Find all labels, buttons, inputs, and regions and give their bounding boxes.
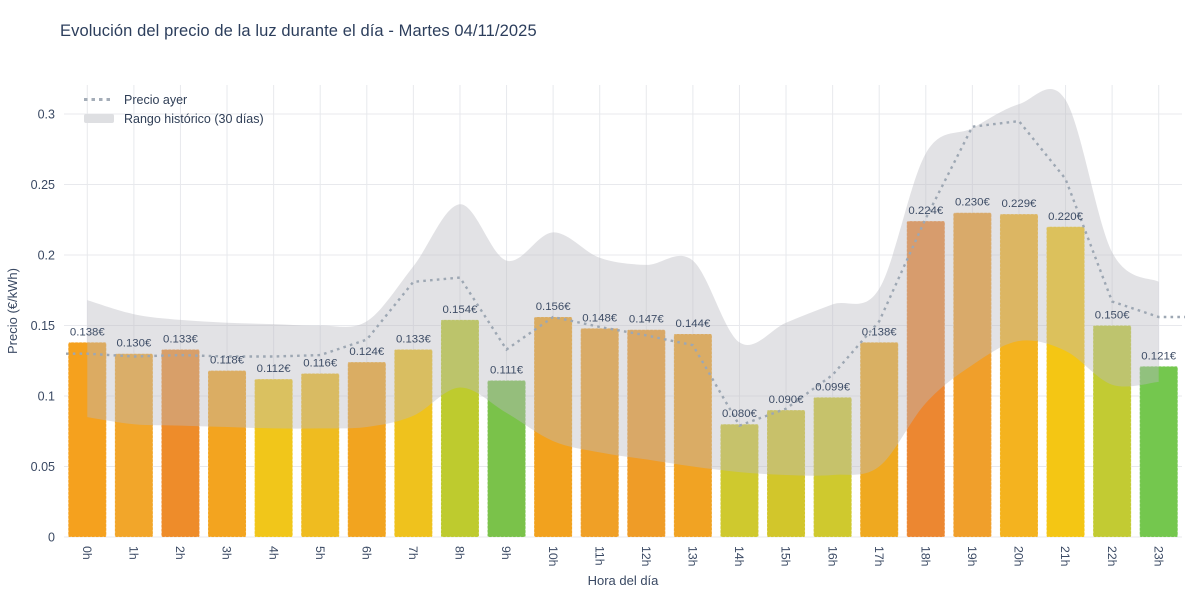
x-tick-label-18h: 18h [918, 546, 932, 567]
x-tick-label-4h: 4h [266, 546, 280, 560]
bar-value-label-20h: 0.229€ [1002, 198, 1038, 210]
bar-value-label-23h: 0.121€ [1141, 350, 1177, 362]
bar-value-label-17h: 0.138€ [862, 326, 898, 338]
bar-value-label-11h: 0.148€ [582, 312, 618, 324]
x-tick-label-23h: 23h [1151, 546, 1165, 567]
y-axis-title: Precio (€/kWh) [5, 268, 20, 354]
bar-value-label-5h: 0.116€ [303, 357, 338, 369]
bar-value-label-10h: 0.156€ [536, 301, 572, 313]
x-tick-label-22h: 22h [1105, 546, 1119, 567]
bar-3h[interactable] [207, 370, 247, 538]
x-tick-label-8h: 8h [453, 546, 467, 560]
bar-value-label-2h: 0.133€ [163, 333, 199, 345]
bar-5h[interactable] [300, 372, 340, 538]
bar-23h[interactable] [1139, 365, 1179, 538]
bar-17h[interactable] [859, 341, 899, 538]
bar-value-label-12h: 0.147€ [629, 314, 665, 326]
x-tick-label-9h: 9h [499, 546, 513, 560]
legend-label-precio-ayer: Precio ayer [124, 92, 188, 107]
legend-item-rango-historico[interactable]: Rango histórico (30 días) [84, 109, 264, 128]
bar-value-label-0h: 0.138€ [70, 326, 106, 338]
bar-16h[interactable] [813, 396, 853, 538]
bar-value-label-21h: 0.220€ [1048, 211, 1084, 223]
bar-value-label-14h: 0.080€ [722, 408, 758, 420]
historical-range-band [87, 88, 1159, 476]
legend-label-rango-historico: Rango histórico (30 días) [124, 111, 264, 126]
bar-value-label-15h: 0.090€ [769, 394, 805, 406]
y-tick-label-0.15: 0.15 [31, 319, 55, 333]
band-swatch-icon [84, 114, 114, 123]
x-tick-label-14h: 14h [732, 546, 746, 567]
y-tick-label-0.1: 0.1 [38, 389, 55, 403]
bar-value-labels: 0.138€ 0.130€ 0.133€ 0.118€ 0.112€ 0.116€ 0.12… [70, 197, 1177, 421]
bar-value-label-22h: 0.150€ [1095, 310, 1131, 322]
y-tick-label-0.25: 0.25 [31, 178, 55, 192]
y-tick-label-0.2: 0.2 [38, 248, 55, 262]
bar-11h[interactable] [580, 327, 620, 538]
y-axis-tick-labels: 0 0.05 0.1 0.15 0.2 0.25 0.3 [31, 107, 55, 544]
x-axis-title: Hora del día [588, 573, 660, 588]
x-tick-label-12h: 12h [639, 546, 653, 567]
bar-value-label-9h: 0.111€ [490, 364, 524, 376]
legend-item-precio-ayer[interactable]: Precio ayer [84, 90, 264, 109]
chart-title: Evolución del precio de la luz durante e… [60, 22, 537, 40]
x-tick-label-17h: 17h [872, 546, 886, 567]
x-tick-label-21h: 21h [1058, 546, 1072, 567]
legend: Precio ayer Rango histórico (30 días) [84, 90, 264, 128]
bar-20h[interactable] [999, 213, 1039, 538]
y-tick-label-0.05: 0.05 [31, 460, 55, 474]
x-tick-label-6h: 6h [359, 546, 373, 560]
x-tick-label-13h: 13h [686, 546, 700, 567]
bar-12h[interactable] [626, 329, 666, 538]
bar-value-label-8h: 0.154€ [443, 304, 479, 316]
bar-8h[interactable] [440, 319, 480, 538]
y-tick-label-0.3: 0.3 [38, 107, 55, 121]
bar-18h[interactable] [906, 220, 946, 538]
bar-14h[interactable] [719, 423, 759, 538]
x-tick-label-15h: 15h [779, 546, 793, 567]
y-tick-label-0: 0 [48, 530, 55, 544]
bar-15h[interactable] [766, 409, 806, 538]
bar-21h[interactable] [1046, 226, 1086, 538]
bar-1h[interactable] [114, 353, 154, 538]
x-tick-label-5h: 5h [313, 546, 327, 560]
bar-6h[interactable] [347, 361, 387, 538]
x-tick-label-7h: 7h [406, 546, 420, 560]
bar-value-label-16h: 0.099€ [815, 381, 851, 393]
bar-0h[interactable] [67, 341, 107, 538]
bar-7h[interactable] [393, 348, 433, 538]
bar-value-label-4h: 0.112€ [257, 363, 292, 375]
bar-value-label-3h: 0.118€ [210, 355, 245, 367]
x-tick-label-20h: 20h [1012, 546, 1026, 567]
bar-value-label-19h: 0.230€ [955, 197, 991, 209]
bars [67, 212, 1179, 538]
bar-19h[interactable] [952, 212, 992, 538]
x-axis-tick-labels: 0h 1h 2h 3h 4h 5h 6h 7h 8h 9h 10h 11h 12h 13h 14h 15h 16… [80, 546, 1165, 567]
x-tick-label-1h: 1h [127, 546, 141, 560]
bar-13h[interactable] [673, 333, 713, 538]
x-tick-label-2h: 2h [173, 546, 187, 560]
x-tick-label-10h: 10h [546, 546, 560, 567]
bar-4h[interactable] [254, 378, 294, 538]
bar-value-label-1h: 0.130€ [116, 338, 152, 350]
x-tick-label-16h: 16h [825, 546, 839, 567]
x-tick-label-19h: 19h [965, 546, 979, 567]
x-tick-label-11h: 11h [592, 546, 606, 566]
bar-9h[interactable] [487, 379, 527, 538]
bar-value-label-6h: 0.124€ [349, 346, 385, 358]
x-tick-label-3h: 3h [220, 546, 234, 560]
dashed-line-icon [84, 98, 114, 101]
bar-value-label-7h: 0.133€ [396, 333, 432, 345]
bar-22h[interactable] [1092, 325, 1132, 538]
x-tick-label-0h: 0h [80, 546, 94, 560]
bar-value-label-13h: 0.144€ [675, 318, 711, 330]
bar-value-label-18h: 0.224€ [908, 205, 944, 217]
bar-2h[interactable] [160, 348, 200, 538]
